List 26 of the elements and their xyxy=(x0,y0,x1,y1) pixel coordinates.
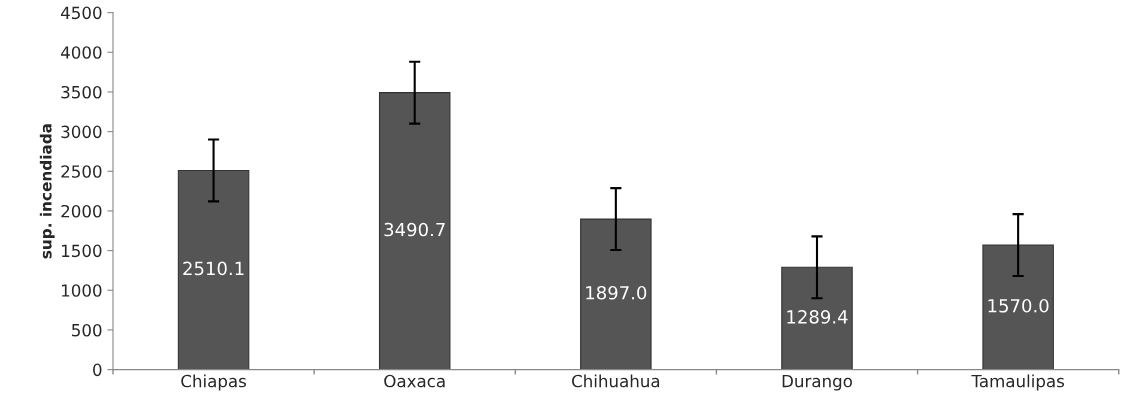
y-tick-label: 1500 xyxy=(62,244,102,258)
data-label: 1289.4 xyxy=(787,310,848,324)
x-tick-label: Durango xyxy=(782,374,852,391)
x-tick-label: Oaxaca xyxy=(384,374,445,388)
x-tick-label: Tamaulipas xyxy=(971,374,1065,391)
y-tick-label: 1000 xyxy=(62,284,102,297)
data-label: 2510.1 xyxy=(183,261,244,276)
y-axis-title: sup. incendiada xyxy=(39,124,55,259)
y-tick-label: 2000 xyxy=(61,204,102,218)
bar xyxy=(781,266,853,370)
y-tick-label: 2500 xyxy=(61,165,102,178)
y-tick-label: 0 xyxy=(93,363,102,377)
y-tick-label: 4000 xyxy=(60,46,102,59)
bar xyxy=(580,218,652,370)
bar xyxy=(982,244,1054,370)
y-tick-label: 500 xyxy=(72,323,102,337)
bar xyxy=(177,169,250,370)
data-label: 1570.0 xyxy=(988,298,1049,313)
y-tick-label: 4500 xyxy=(60,6,102,20)
x-tick-label: Chihuahua xyxy=(572,374,660,388)
y-tick-label: 3000 xyxy=(61,125,102,139)
x-tick-label: Chiapas xyxy=(181,374,247,391)
data-label: 1897.0 xyxy=(586,285,647,300)
data-label: 3490.7 xyxy=(384,222,445,237)
y-tick-label: 3500 xyxy=(61,85,102,99)
bar xyxy=(378,92,451,370)
